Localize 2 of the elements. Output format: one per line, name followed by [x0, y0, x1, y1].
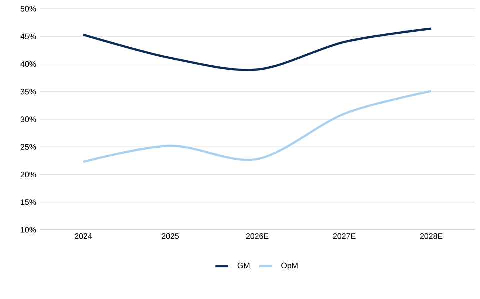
line-series — [82, 28, 433, 72]
line-series — [82, 90, 433, 164]
